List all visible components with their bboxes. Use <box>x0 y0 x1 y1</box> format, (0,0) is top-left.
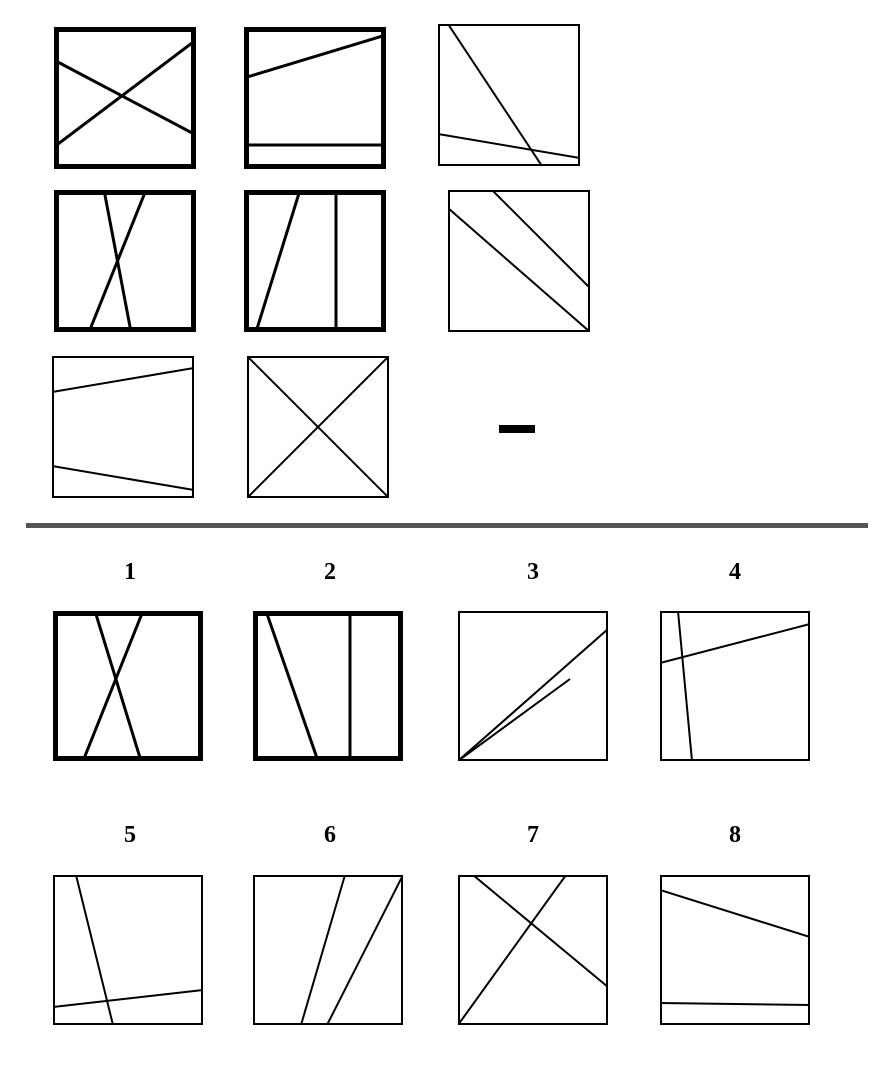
matrix-cell-r1-c0 <box>54 190 196 332</box>
answer-placeholder-icon <box>499 425 535 433</box>
puzzle-page: 1 2 3 4 5 6 7 8 <box>0 0 894 1084</box>
option-4[interactable] <box>660 611 810 761</box>
matrix-cell-r0-c1 <box>244 27 386 169</box>
matrix-cell-r2-c0 <box>52 356 194 498</box>
option-8[interactable] <box>660 875 810 1025</box>
option-label-1: 1 <box>110 559 150 586</box>
option-label-7: 7 <box>513 822 553 849</box>
option-6[interactable] <box>253 875 403 1025</box>
matrix-cell-r2-c1 <box>247 356 389 498</box>
option-3[interactable] <box>458 611 608 761</box>
matrix-cell-r1-c1 <box>244 190 386 332</box>
option-2[interactable] <box>253 611 403 761</box>
option-label-4: 4 <box>715 559 755 586</box>
option-5[interactable] <box>53 875 203 1025</box>
matrix-cell-r0-c0 <box>54 27 196 169</box>
option-label-3: 3 <box>513 559 553 586</box>
option-label-2: 2 <box>310 559 350 586</box>
option-label-5: 5 <box>110 822 150 849</box>
option-7[interactable] <box>458 875 608 1025</box>
option-label-8: 8 <box>715 822 755 849</box>
section-divider <box>26 523 868 528</box>
option-label-6: 6 <box>310 822 350 849</box>
matrix-cell-r1-c2 <box>448 190 590 332</box>
matrix-cell-r0-c2 <box>438 24 580 166</box>
option-1[interactable] <box>53 611 203 761</box>
